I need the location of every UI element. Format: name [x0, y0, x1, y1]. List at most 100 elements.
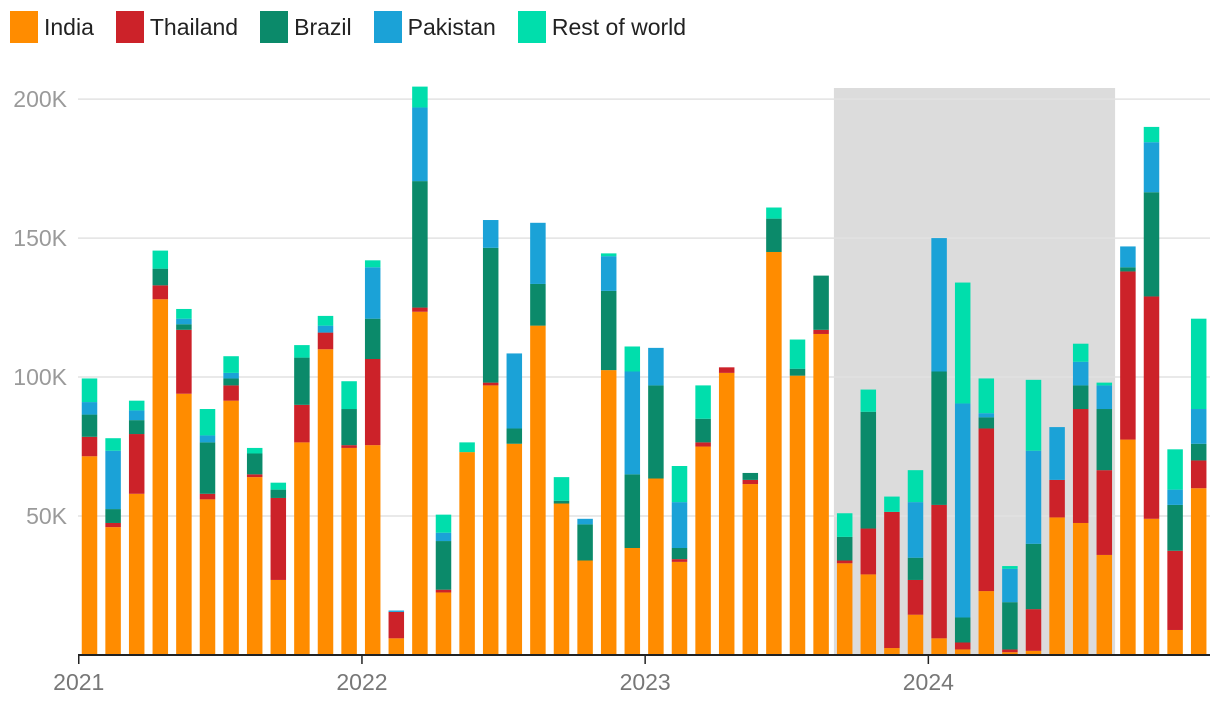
- bar-segment-rest-of-world: [105, 438, 121, 451]
- bar-segment-thailand: [1167, 550, 1183, 630]
- bar-segment-india: [506, 443, 523, 655]
- bar-segment-rest-of-world: [412, 86, 428, 108]
- bar-segment-rest-of-world: [1190, 318, 1207, 410]
- bar-segment-india: [1025, 650, 1042, 655]
- bar-segment-thailand: [317, 332, 334, 350]
- legend-label-brazil: Brazil: [294, 13, 352, 40]
- bar-segment-india: [766, 251, 782, 655]
- bar-segment-thailand: [860, 528, 877, 575]
- bar-segment-thailand: [907, 579, 924, 615]
- bar-segment-pakistan: [105, 450, 121, 510]
- bar-segment-pakistan: [317, 325, 334, 333]
- bar-segment-rest-of-world: [435, 514, 452, 533]
- bar-segment-thailand: [152, 285, 169, 300]
- legend-item-brazil: Brazil: [260, 11, 352, 43]
- bar-segment-india: [1049, 517, 1065, 655]
- bar-segment-thailand: [836, 560, 853, 564]
- bar-segment-thailand: [1096, 470, 1113, 555]
- bar-segment-rest-of-world: [671, 466, 688, 503]
- bar-segment-brazil: [978, 417, 995, 429]
- legend-swatch-rest-of-world: [517, 11, 546, 43]
- bar-segment-rest-of-world: [624, 346, 641, 372]
- bar-segment-thailand: [176, 329, 192, 394]
- bar-segment-india: [718, 372, 735, 655]
- bar-segment-india: [954, 649, 971, 655]
- bar-segment-rest-of-world: [836, 513, 853, 537]
- bar-segment-india: [907, 614, 924, 655]
- bar-segment-rest-of-world: [553, 477, 570, 501]
- bar-segment-india: [388, 638, 405, 655]
- bar-segment-rest-of-world: [1025, 379, 1042, 451]
- legend-item-pakistan: Pakistan: [373, 11, 496, 43]
- bar-segment-rest-of-world: [364, 260, 381, 268]
- bar-segment-rest-of-world: [81, 378, 98, 403]
- bar-segment-pakistan: [1190, 409, 1207, 444]
- bar-segment-thailand: [671, 559, 688, 562]
- bar-segment-india: [1120, 439, 1136, 655]
- legend-label-thailand: Thailand: [149, 13, 239, 40]
- y-tick-label: 200K: [13, 86, 67, 112]
- bar-segment-rest-of-world: [341, 381, 357, 410]
- bar-segment-thailand: [813, 329, 829, 334]
- bar-segment-india: [624, 547, 641, 655]
- bar-segment-thailand: [884, 511, 900, 649]
- bar-segment-rest-of-world: [860, 389, 877, 412]
- bar-segment-pakistan: [1072, 361, 1089, 386]
- bar-segment-rest-of-world: [1167, 449, 1183, 490]
- bar-segment-rest-of-world: [1143, 126, 1160, 143]
- bar-segment-pakistan: [530, 222, 546, 284]
- bar-segment-thailand: [199, 493, 216, 500]
- bar-segment-pakistan: [931, 238, 947, 372]
- bar-segment-brazil: [1190, 443, 1207, 461]
- bar-segment-thailand: [718, 367, 735, 373]
- bar-segment-brazil: [530, 283, 546, 326]
- bar-segment-thailand: [695, 442, 711, 447]
- bar-segment-thailand: [223, 385, 239, 401]
- bar-segment-thailand: [931, 504, 947, 639]
- bar-segment-thailand: [1143, 296, 1160, 519]
- bar-segment-rest-of-world: [789, 339, 806, 369]
- bar-segment-india: [317, 349, 334, 655]
- legend-swatch-brazil: [260, 11, 289, 43]
- bar-segment-thailand: [1025, 609, 1042, 651]
- chart-legend: India Thailand Brazil Pakistan Rest of w…: [10, 10, 686, 44]
- bar-segment-india: [1143, 518, 1160, 655]
- bar-segment-india: [978, 591, 995, 655]
- bar-segment-brazil: [931, 371, 947, 505]
- bar-segment-rest-of-world: [152, 250, 169, 269]
- bar-segment-brazil: [553, 500, 570, 504]
- bar-segment-india: [412, 311, 428, 655]
- bar-segment-brazil: [246, 453, 263, 475]
- bar-segment-rest-of-world: [695, 385, 711, 419]
- bar-segment-india: [648, 478, 664, 655]
- bar-segment-india: [530, 325, 546, 655]
- bar-segment-india: [813, 333, 829, 655]
- bar-segment-brazil: [695, 418, 711, 443]
- bar-segment-rest-of-world: [766, 207, 782, 219]
- bar-segment-rest-of-world: [459, 442, 475, 453]
- legend-swatch-thailand: [115, 11, 144, 43]
- bar-segment-brazil: [1120, 267, 1136, 272]
- bar-segment-thailand: [105, 522, 121, 528]
- bar-segment-brazil: [600, 290, 617, 371]
- bar-segment-pakistan: [128, 410, 145, 421]
- bar-segment-brazil: [506, 428, 523, 444]
- bar-segment-india: [435, 592, 452, 655]
- bar-segment-brazil: [128, 420, 145, 435]
- legend-label-india: India: [44, 13, 94, 40]
- y-tick-label: 100K: [13, 364, 67, 390]
- x-tick-label: 2022: [336, 669, 387, 695]
- bar-segment-india: [176, 393, 192, 655]
- bar-segment-thailand: [1049, 479, 1065, 518]
- legend-swatch-india: [10, 11, 38, 43]
- bar-segment-thailand: [294, 404, 310, 443]
- bar-segment-india: [105, 527, 121, 655]
- bar-segment-india: [482, 385, 499, 655]
- bar-segment-brazil: [341, 409, 357, 446]
- bar-segment-thailand: [364, 358, 381, 446]
- bar-segment-india: [600, 370, 617, 655]
- bar-segment-brazil: [577, 524, 593, 561]
- bar-segment-pakistan: [388, 610, 405, 612]
- bar-segment-rest-of-world: [176, 308, 192, 319]
- bar-segment-india: [459, 452, 475, 655]
